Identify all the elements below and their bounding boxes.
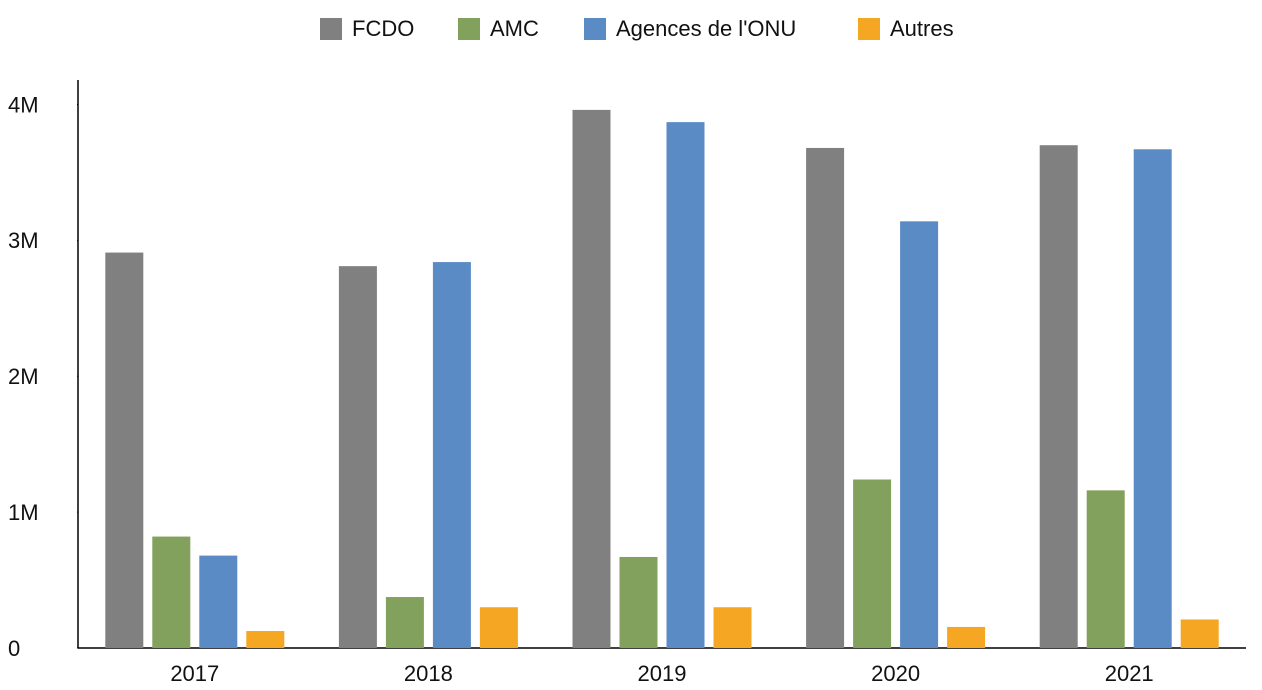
bar: [432, 262, 471, 648]
bar: [1180, 619, 1219, 648]
legend-swatch: [320, 18, 342, 40]
x-tick-label: 2019: [638, 661, 687, 686]
bar: [479, 607, 518, 648]
bar: [1086, 490, 1125, 648]
y-tick-label: 1M: [8, 500, 39, 525]
bar: [105, 252, 144, 648]
bar: [1039, 145, 1078, 648]
bar: [806, 147, 845, 649]
y-tick-label: 0: [8, 636, 20, 661]
y-tick-label: 3M: [8, 228, 39, 253]
legend-swatch: [858, 18, 880, 40]
legend-label: AMC: [490, 16, 539, 41]
legend-label: Autres: [890, 16, 954, 41]
bar: [572, 109, 611, 649]
bar: [246, 631, 285, 648]
bar: [713, 607, 752, 648]
x-tick-label: 2017: [170, 661, 219, 686]
legend-label: FCDO: [352, 16, 414, 41]
bar: [900, 221, 939, 649]
bar: [152, 536, 191, 648]
x-tick-label: 2020: [871, 661, 920, 686]
y-tick-label: 2M: [8, 364, 39, 389]
bar: [338, 266, 377, 648]
y-tick-label: 4M: [8, 92, 39, 117]
bar: [947, 626, 986, 648]
bar: [199, 555, 238, 648]
legend-swatch: [584, 18, 606, 40]
bar: [385, 597, 424, 648]
legend-swatch: [458, 18, 480, 40]
x-tick-label: 2021: [1105, 661, 1154, 686]
x-tick-label: 2018: [404, 661, 453, 686]
bar: [666, 122, 705, 649]
bar: [619, 556, 658, 648]
bar: [1133, 149, 1172, 648]
bar: [853, 479, 892, 648]
legend-label: Agences de l'ONU: [616, 16, 796, 41]
